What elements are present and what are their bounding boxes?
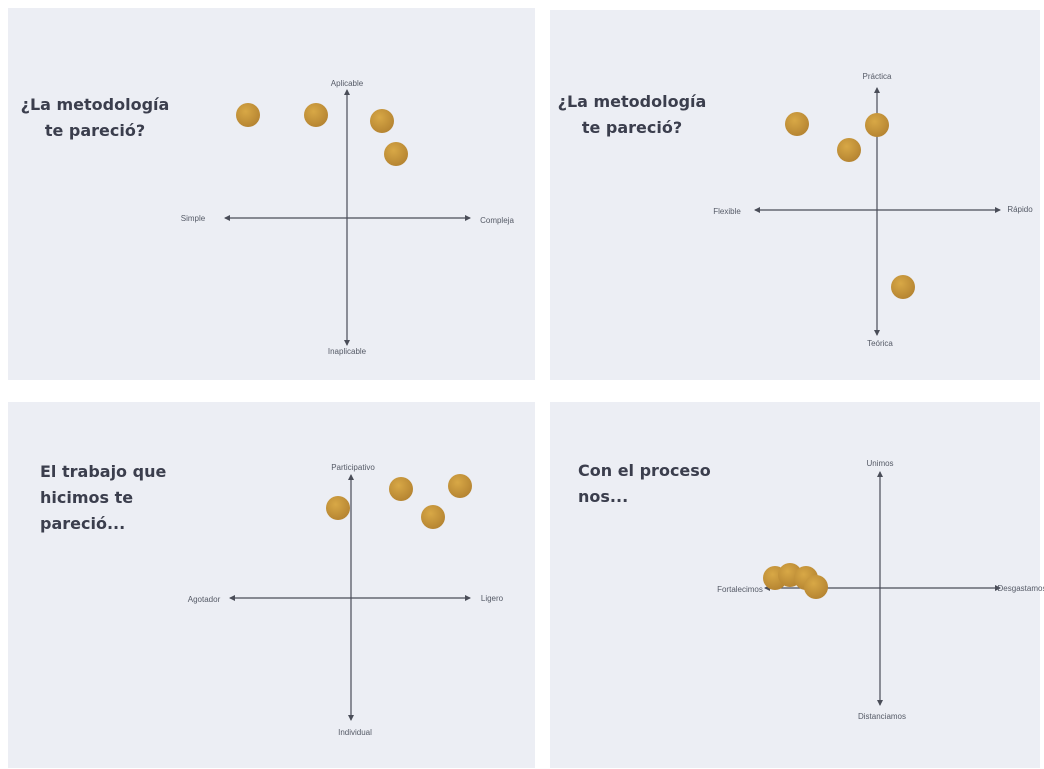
sheet-title: El trabajo que	[40, 462, 166, 481]
vote-sticker	[389, 477, 413, 501]
sheet-title: pareció...	[40, 514, 125, 533]
sheet-title: te pareció?	[582, 118, 682, 137]
axis-label-bottom: Inaplicable	[328, 347, 367, 356]
vote-sticker	[891, 275, 915, 299]
vote-sticker	[865, 113, 889, 137]
sheet-title: hicimos te	[40, 488, 133, 507]
axis-label-bottom: Individual	[338, 728, 372, 737]
axis-label-right: Ligero	[481, 594, 504, 603]
sheet-title: te pareció?	[45, 121, 145, 140]
axis-label-left: Fortalecimos	[717, 585, 763, 594]
axis-label-top: Aplicable	[331, 79, 364, 88]
sheet-title: ¿La metodología	[21, 95, 170, 114]
vote-sticker	[384, 142, 408, 166]
photo: ¿La metodología te pareció? Aplicable Inapl…	[0, 0, 1044, 769]
axis-label-right: Desgastamos	[998, 584, 1044, 593]
axis-label-top: Participativo	[331, 463, 375, 472]
paper-sheet	[8, 402, 535, 768]
axis-label-top: Unimos	[866, 459, 893, 468]
sheet-title: ¿La metodología	[558, 92, 707, 111]
vote-sticker	[448, 474, 472, 498]
vote-sticker	[326, 496, 350, 520]
axis-label-left: Simple	[181, 214, 206, 223]
axis-label-bottom: Teórica	[867, 339, 893, 348]
sheet-title: Con el proceso	[578, 461, 711, 480]
axis-label-left: Agotador	[188, 595, 221, 604]
vote-sticker	[421, 505, 445, 529]
vote-sticker	[785, 112, 809, 136]
vote-sticker	[304, 103, 328, 127]
vote-sticker	[837, 138, 861, 162]
vote-sticker	[236, 103, 260, 127]
axis-label-top: Práctica	[863, 72, 892, 81]
axis-label-right: Compleja	[480, 216, 514, 225]
paper-sheet	[550, 10, 1040, 380]
axis-label-left: Flexible	[713, 207, 741, 216]
sheet-title: nos...	[578, 487, 628, 506]
vote-sticker	[804, 575, 828, 599]
axis-label-right: Rápido	[1007, 205, 1033, 214]
axis-label-bottom: Distanciamos	[858, 712, 906, 721]
vote-sticker	[370, 109, 394, 133]
paper-sheet	[8, 8, 535, 380]
